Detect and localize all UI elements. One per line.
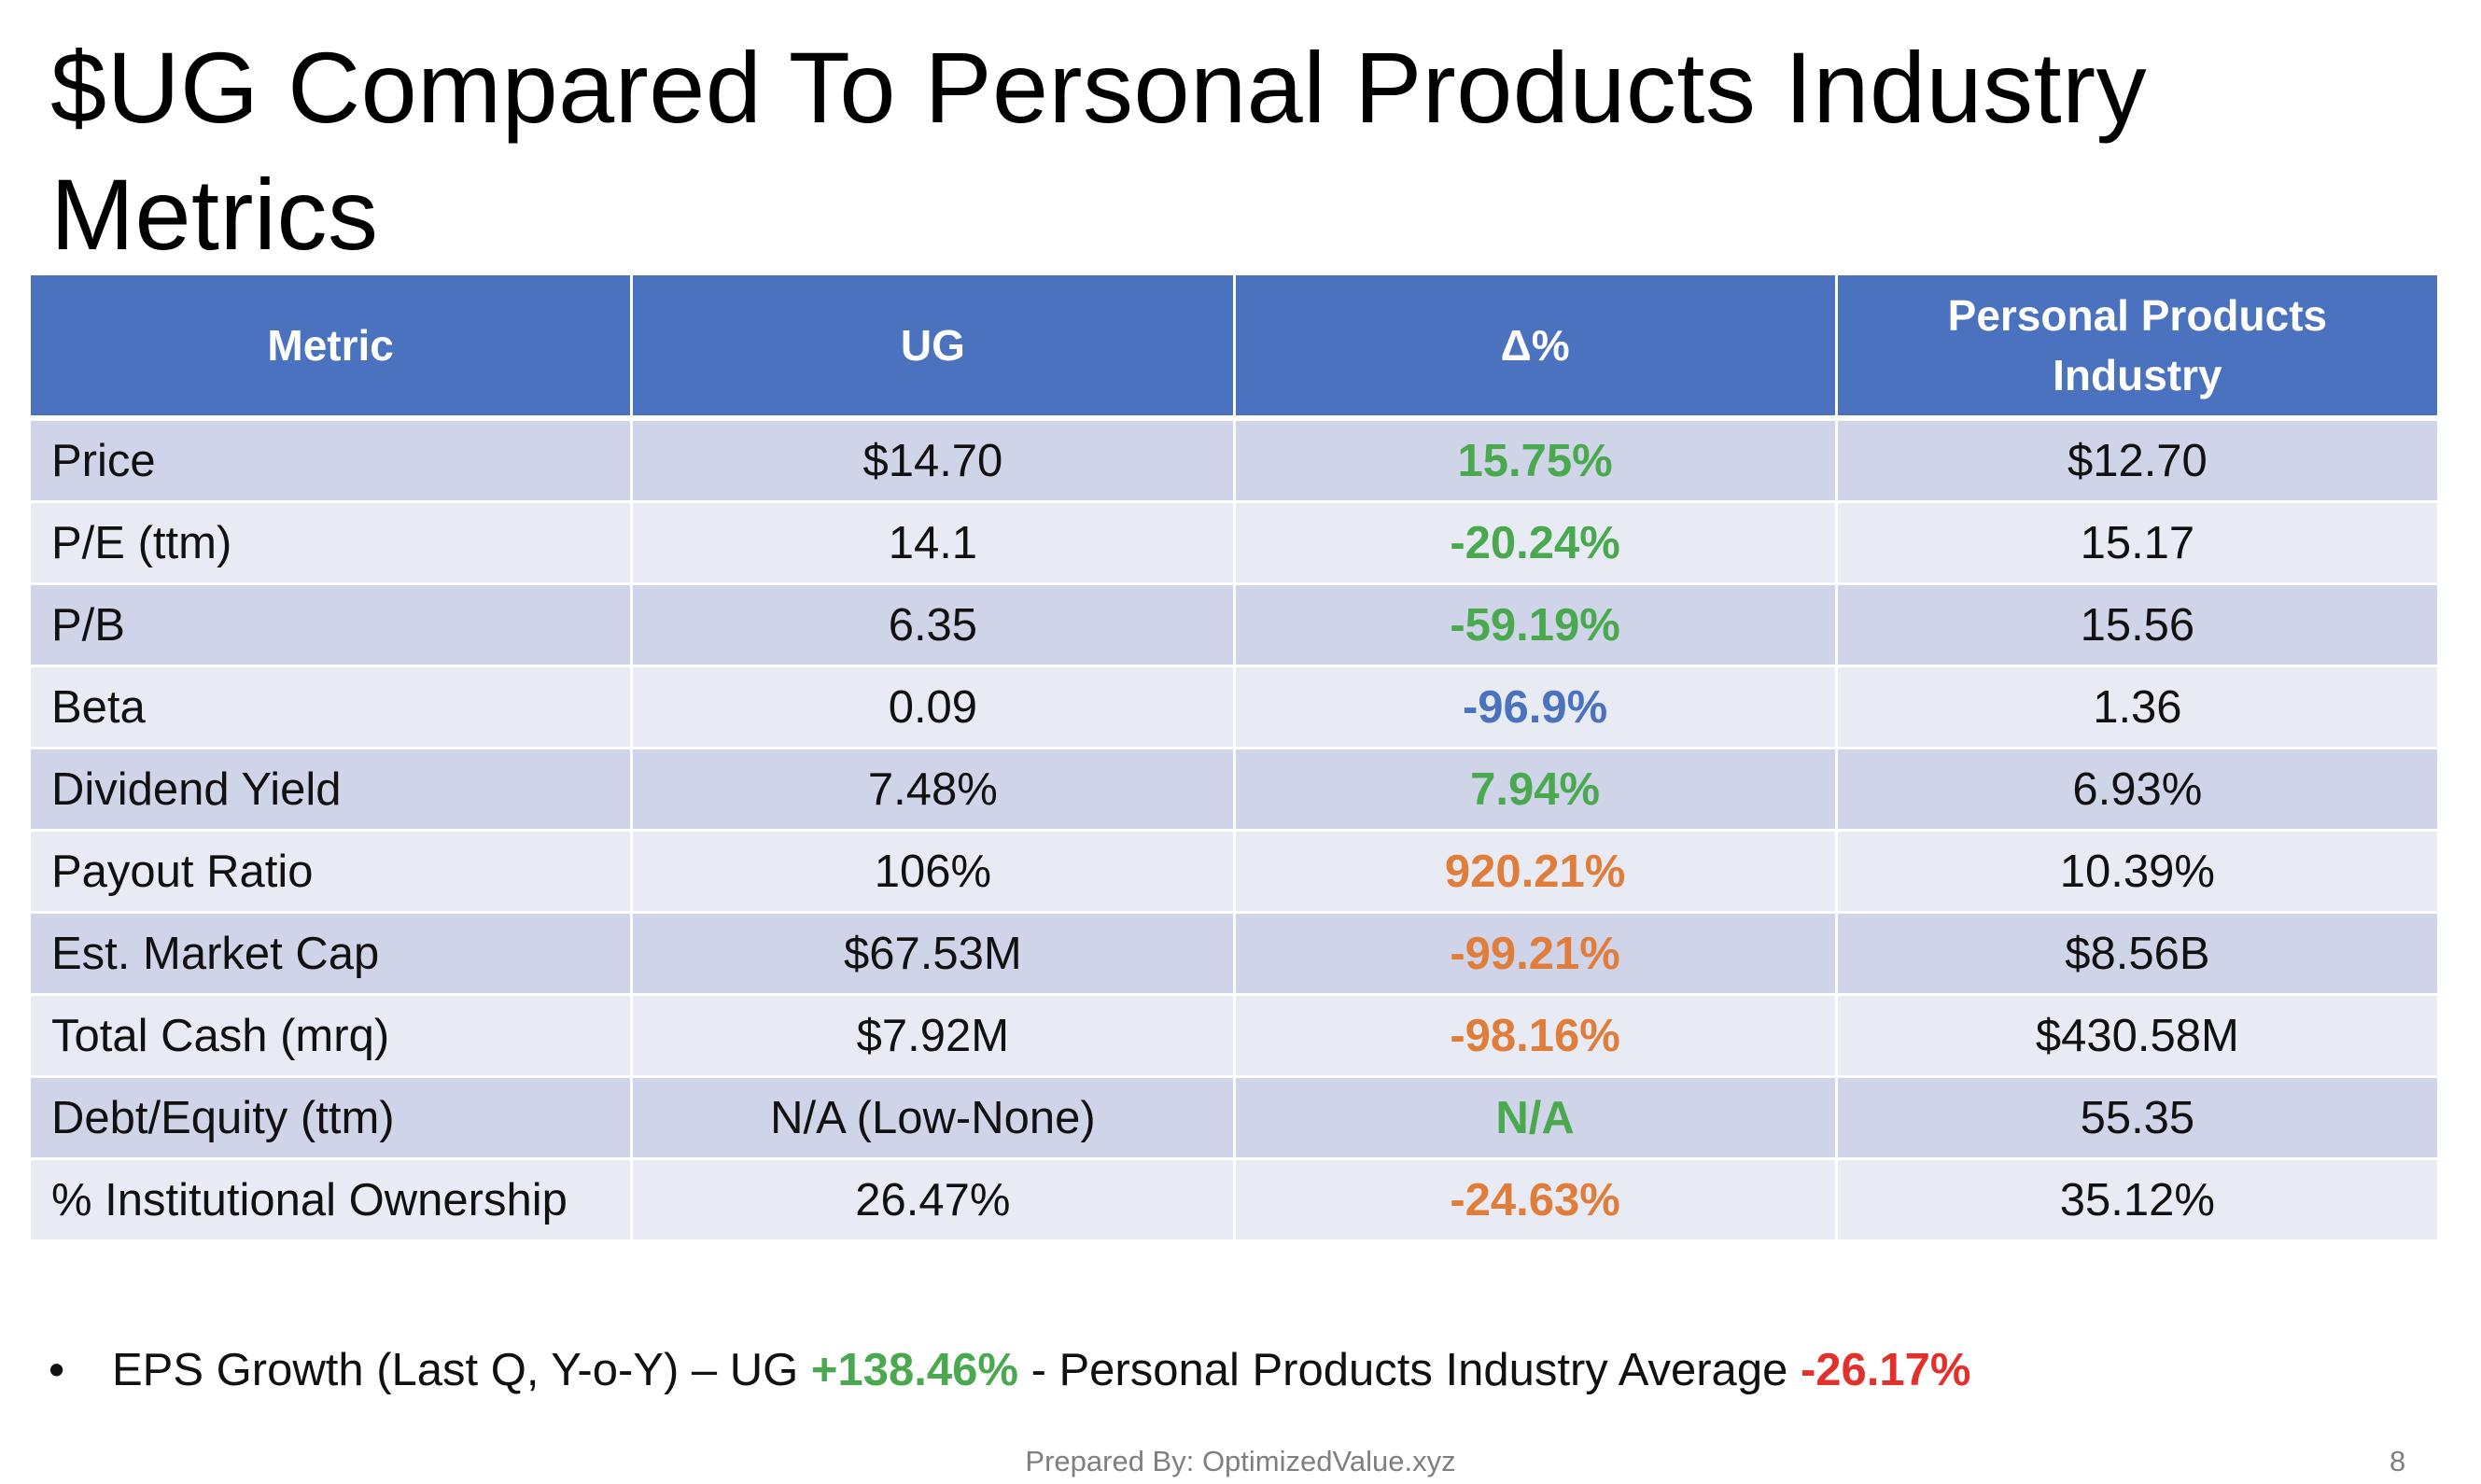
table-row: P/B 6.35 -59.19% 15.56 [27,582,2441,667]
cell-ug: $67.53M [630,911,1236,996]
cell-industry: 35.12% [1834,1157,2441,1242]
cell-industry: 15.56 [1834,582,2441,667]
cell-industry: $12.70 [1834,416,2441,503]
cell-ug: 106% [630,829,1236,914]
cell-ug: 6.35 [630,582,1236,667]
header-metric: Metric [27,273,634,421]
cell-delta: -59.19% [1232,582,1838,667]
cell-ug: 26.47% [630,1157,1236,1242]
table-row: Beta 0.09 -96.9% 1.36 [27,665,2441,749]
cell-industry: 15.17 [1834,500,2441,585]
cell-metric: Debt/Equity (ttm) [27,1075,634,1160]
cell-industry: 1.36 [1834,665,2441,749]
metrics-comparison-table: Metric UG Δ% Personal Products Industry … [27,273,2441,1242]
cell-ug: 7.48% [630,747,1236,832]
cell-delta: -20.24% [1232,500,1838,585]
cell-ug: 14.1 [630,500,1236,585]
cell-metric: % Institutional Ownership [27,1157,634,1242]
cell-delta: 15.75% [1232,416,1838,503]
eps-growth-bullet: • EPS Growth (Last Q, Y-o-Y) – UG +138.46… [49,1340,1970,1400]
cell-metric: Dividend Yield [27,747,634,832]
table-row: Price $14.70 15.75% $12.70 [27,416,2441,503]
table-row: Est. Market Cap $67.53M -99.21% $8.56B [27,911,2441,996]
footer-credit: Prepared By: OptimizedValue.xyz [1025,1445,1456,1477]
cell-metric: Beta [27,665,634,749]
table-header-row: Metric UG Δ% Personal Products Industry [27,273,2441,421]
cell-delta: -98.16% [1232,993,1838,1078]
cell-industry: $430.58M [1834,993,2441,1078]
cell-delta: -99.21% [1232,911,1838,996]
table-row: P/E (ttm) 14.1 -20.24% 15.17 [27,500,2441,585]
cell-metric: P/B [27,582,634,667]
cell-industry: 10.39% [1834,829,2441,914]
bullet-marker: • [49,1345,65,1395]
cell-industry: 6.93% [1834,747,2441,832]
cell-ug: $7.92M [630,993,1236,1078]
page-number: 8 [2390,1445,2406,1477]
slide-title: $UG Compared To Personal Products Indust… [50,31,2148,271]
bullet-middle: - Personal Products Industry Average [1017,1345,1801,1395]
cell-industry: $8.56B [1834,911,2441,996]
cell-ug: N/A (Low-None) [630,1075,1236,1160]
cell-metric: P/E (ttm) [27,500,634,585]
header-delta: Δ% [1232,273,1838,421]
header-industry: Personal Products Industry [1834,273,2441,421]
table-row: % Institutional Ownership 26.47% -24.63% 35… [27,1157,2441,1242]
table-row: Total Cash (mrq) $7.92M -98.16% $430.58M [27,993,2441,1078]
table-row: Debt/Equity (ttm) N/A (Low-None) N/A 55.35 [27,1075,2441,1160]
ug-eps-growth-value: +138.46% [810,1345,1018,1395]
bullet-prefix: EPS Growth (Last Q, Y-o-Y) – UG [112,1345,811,1395]
cell-delta: -24.63% [1232,1157,1838,1242]
cell-ug: 0.09 [630,665,1236,749]
cell-metric: Payout Ratio [27,829,634,914]
industry-eps-growth-value: -26.17% [1800,1345,1971,1395]
cell-delta: N/A [1232,1075,1838,1160]
cell-ug: $14.70 [630,416,1236,503]
cell-metric: Total Cash (mrq) [27,993,634,1078]
cell-delta: 7.94% [1232,747,1838,832]
cell-delta: -96.9% [1232,665,1838,749]
cell-metric: Price [27,416,634,503]
cell-industry: 55.35 [1834,1075,2441,1160]
header-ug: UG [630,273,1236,421]
cell-delta: 920.21% [1232,829,1838,914]
table-row: Payout Ratio 106% 920.21% 10.39% [27,829,2441,914]
table-row: Dividend Yield 7.48% 7.94% 6.93% [27,747,2441,832]
cell-metric: Est. Market Cap [27,911,634,996]
